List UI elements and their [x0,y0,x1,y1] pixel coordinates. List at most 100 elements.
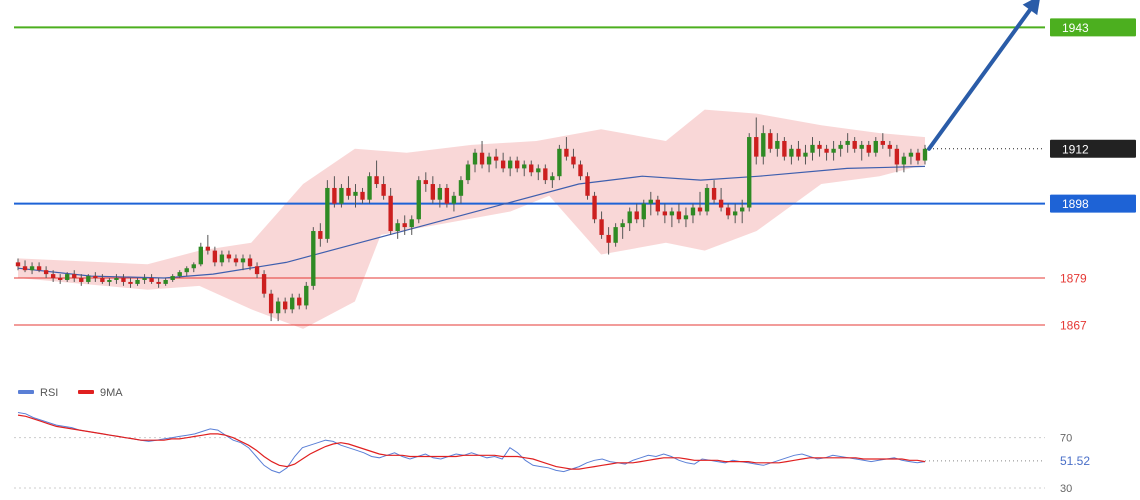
candle-body [100,278,105,282]
candle-body [648,199,653,204]
rsi-axis-labels: 70 30 51.52 [1060,433,1090,495]
candle-body [219,254,225,263]
candle-body [901,156,907,165]
candle-body [732,211,738,216]
candle-body [782,140,787,157]
rsi-lines [17,412,926,474]
candle-body [465,164,471,181]
candle-body [557,148,562,177]
candle-body [254,266,260,275]
candle-body [599,219,604,235]
candle-body [922,148,928,161]
candle-body [796,148,801,157]
candle-body [768,133,773,149]
candle-body [662,211,668,216]
level-label-1943: 1943 [1062,21,1089,35]
candle-body [409,219,414,228]
candle-body [72,274,77,279]
support-resistance-levels [14,26,1045,326]
candle-body [346,187,351,196]
candlestick-series [15,117,928,322]
candle-body [500,160,506,169]
candle-body [754,137,759,157]
candle-body [297,297,302,306]
candle-body [86,276,91,282]
candle-body [65,274,70,280]
candle-body [725,207,731,216]
candle-body [894,148,900,165]
candle-body [381,184,386,196]
level-badge-1912 [1050,139,1136,158]
candle-body [817,144,822,149]
candle-body [114,278,119,280]
candle-body [444,187,450,204]
candle-body [311,231,316,286]
candle-body [325,187,330,239]
level-badge-1943 [1050,18,1136,37]
candle-body [290,297,295,310]
candle-body [437,187,443,200]
candle-body [43,270,49,275]
candle-body [430,184,436,200]
rsi-ma9-line [17,414,926,470]
candle-body [873,140,878,153]
candle-body [268,293,274,314]
projection-arrow-shaft [927,0,1039,151]
candle-body [838,144,843,149]
candle-body [212,250,218,263]
candle-body [718,199,724,208]
candle-body [655,199,661,212]
legend-label-9ma: 9MA [100,387,123,399]
candle-body [29,266,35,271]
candle-body [803,152,808,157]
candle-body [908,152,914,157]
candle-body [634,211,639,220]
candle-body [761,133,766,157]
legend-swatch-9ma [78,390,94,394]
level-labels: 1943 1912 1898 1879 1867 [1050,18,1136,333]
candle-body [247,258,253,267]
candle-body [831,148,836,153]
candle-body [177,272,182,277]
candle-body [191,264,196,269]
candle-body [711,187,717,200]
projection-arrow [927,0,1040,151]
price-panel: 1943 1912 1898 1879 1867 [14,0,1136,333]
candle-body [275,301,281,314]
candle-body [107,279,112,282]
candle-body [184,268,189,273]
rsi-level-label-30: 30 [1060,483,1072,495]
candle-body [58,278,63,280]
candle-body [810,144,815,153]
candle-body [304,285,309,306]
candle-body [93,276,98,279]
candle-body [226,254,232,259]
candle-body [22,266,28,271]
candle-body [740,207,745,212]
candle-body [543,168,548,181]
rsi-panel: RSI 9MA 70 30 51.52 [14,387,1090,495]
candle-body [690,207,696,216]
bollinger-band-area [18,109,925,329]
candle-body [282,301,288,310]
candle-body [564,148,569,157]
candle-body [845,140,850,145]
candle-body [704,187,710,212]
candle-body [669,211,675,216]
projection-arrow-head [1022,0,1040,16]
candle-body [915,152,921,161]
candle-body [156,281,161,284]
candle-body [887,144,893,149]
candle-body [395,223,400,232]
rsi-last-value-label: 51.52 [1060,454,1090,468]
candle-body [388,195,393,232]
candle-body [592,195,597,220]
candle-body [135,279,140,284]
candle-body [627,211,632,224]
candle-body [79,278,84,282]
candle-body [240,258,246,263]
candle-body [261,274,267,294]
candle-body [367,176,372,200]
candle-body [507,160,513,169]
